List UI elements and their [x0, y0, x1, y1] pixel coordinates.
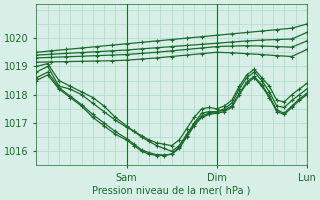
X-axis label: Pression niveau de la mer( hPa ): Pression niveau de la mer( hPa ) — [92, 186, 251, 196]
